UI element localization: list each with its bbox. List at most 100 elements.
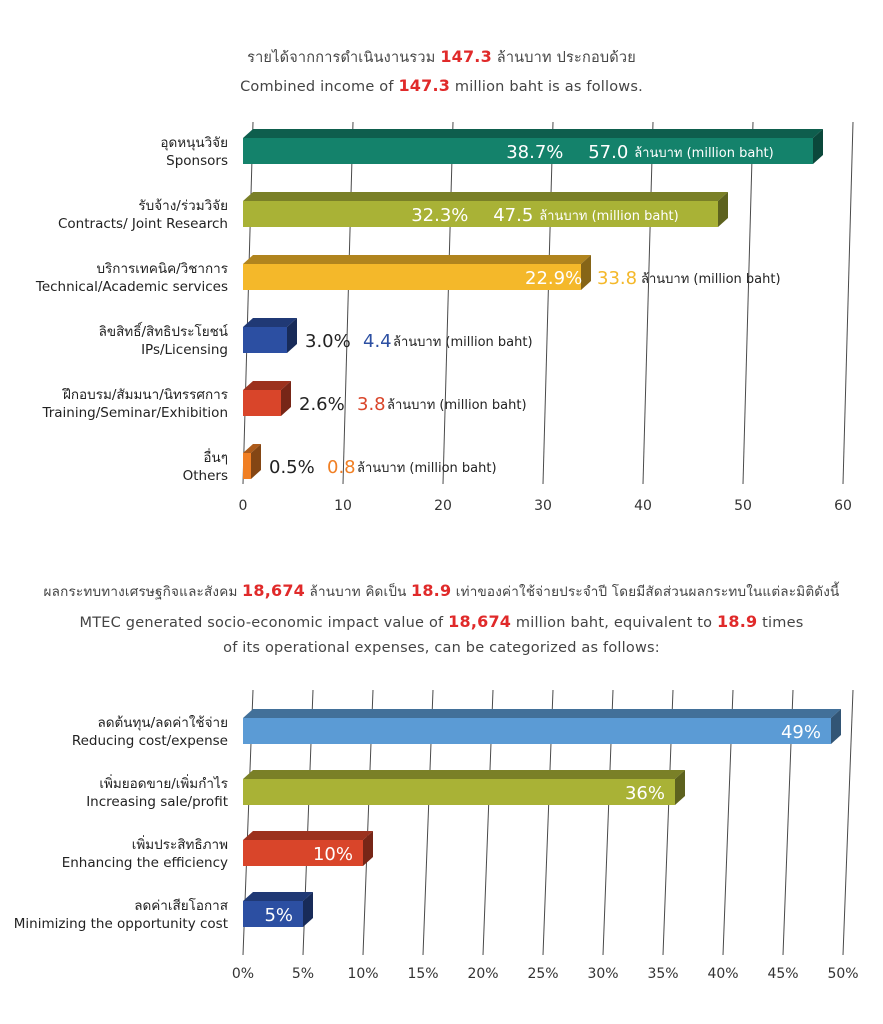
x-tick-label: 50%: [827, 966, 858, 982]
category-label-en: Others: [183, 468, 228, 484]
bar-side-face: [675, 770, 685, 805]
bar-top-face: [243, 831, 373, 840]
value-label: 57.0: [588, 142, 628, 163]
x-tick-label: 0%: [232, 966, 254, 982]
bar-side-face: [303, 892, 313, 927]
caption-text: times: [757, 615, 804, 631]
income-caption-th: รายได้จากการดำเนินงานรวม 147.3 ล้านบาท ป…: [0, 46, 883, 69]
x-tick-label: 30: [534, 498, 552, 514]
bar: [243, 264, 581, 290]
bar-top-face: [243, 444, 261, 453]
value-label: 33.8: [597, 268, 637, 289]
caption-value: 18,674: [448, 612, 512, 631]
category-label-th: อุดหนุนวิจัย: [160, 135, 228, 151]
x-tick-label: 25%: [527, 966, 558, 982]
category-label-th: เพิ่มยอดขาย/เพิ่มกำไร: [99, 774, 228, 792]
impact-caption-en-2: of its operational expenses, can be cate…: [0, 640, 883, 656]
category-label-th: บริการเทคนิค/วิชาการ: [96, 261, 228, 277]
percent-label: 38.7%: [506, 142, 563, 163]
category-label-th: ลดต้นทุน/ลดค่าใช้จ่าย: [97, 714, 228, 731]
caption-value: 18,674: [242, 581, 305, 600]
x-tick-label: 0: [239, 498, 248, 514]
bar-top-face: [243, 892, 313, 901]
caption-text: MTEC generated socio-economic impact val…: [79, 615, 449, 631]
percent-label: 2.6%: [299, 394, 345, 415]
bar-top-face: [243, 709, 841, 718]
x-tick-label: 20%: [467, 966, 498, 982]
category-label-th: รับจ้าง/ร่วมวิจัย: [138, 198, 228, 214]
value-label: 49%: [781, 722, 821, 743]
bar-side-face: [251, 444, 261, 479]
bar-side-face: [287, 318, 297, 353]
category-label-en: IPs/Licensing: [141, 342, 228, 358]
unit-label: ล้านบาท (million baht): [387, 398, 527, 413]
bar-top-face: [243, 129, 823, 138]
x-tick-label: 15%: [407, 966, 438, 982]
bar-side-face: [581, 255, 591, 290]
x-tick-label: 10: [334, 498, 352, 514]
bar: [243, 901, 303, 927]
bar-side-face: [281, 381, 291, 416]
value-label: 10%: [313, 844, 353, 865]
x-tick-label: 40%: [707, 966, 738, 982]
bar: [243, 138, 813, 164]
caption-text: of its operational expenses, can be cate…: [223, 640, 660, 656]
category-label-th: ฝึกอบรม/สัมมนา/นิทรรศการ: [61, 387, 228, 403]
percent-label: 22.9%: [525, 268, 582, 289]
bar: [243, 453, 251, 479]
value-label: 3.8: [357, 394, 386, 415]
x-tick-label: 50: [734, 498, 752, 514]
category-label-th: ลดค่าเสียโอกาส: [134, 897, 228, 914]
bar: [243, 201, 718, 227]
caption-text: ล้านบาท คิดเป็น: [305, 584, 412, 600]
value-label: 36%: [625, 783, 665, 804]
gridline: [342, 121, 354, 485]
caption-value: 147.3: [440, 47, 492, 66]
x-tick-label: 45%: [767, 966, 798, 982]
gridline: [542, 121, 554, 485]
unit-label: ล้านบาท (million baht): [641, 272, 781, 287]
bar-side-face: [718, 192, 728, 227]
value-label: 0.8: [327, 457, 356, 478]
caption-text: รายได้จากการดำเนินงานรวม: [247, 50, 441, 66]
category-label-th: เพิ่มประสิทธิภาพ: [132, 835, 228, 853]
bar: [243, 840, 363, 866]
x-tick-label: 20: [434, 498, 452, 514]
bar-top-face: [243, 381, 291, 390]
x-tick-label: 10%: [347, 966, 378, 982]
gridline: [242, 121, 254, 485]
x-tick-label: 40: [634, 498, 652, 514]
value-label: 4.4: [363, 331, 392, 352]
category-label-en: Contracts/ Joint Research: [58, 216, 228, 232]
category-label-th: ลิขสิทธิ์/สิทธิประโยชน์: [99, 321, 229, 340]
caption-text: million baht is as follows.: [450, 79, 643, 95]
value-label: 5%: [264, 905, 293, 926]
impact-caption-th: ผลกระทบทางเศรษฐกิจและสังคม 18,674 ล้านบา…: [0, 580, 883, 602]
unit-label: ล้านบาท (million baht): [539, 209, 679, 224]
caption-text: เท่าของค่าใช้จ่ายประจำปี โดยมีสัดส่วนผลก…: [451, 584, 840, 600]
unit-label: ล้านบาท (million baht): [393, 335, 533, 350]
unit-label: ล้านบาท (million baht): [634, 146, 774, 161]
gridline: [842, 689, 854, 956]
bar: [243, 390, 281, 416]
x-tick-label: 5%: [292, 966, 314, 982]
caption-value: 147.3: [398, 76, 451, 95]
category-label-th: อื่นๆ: [203, 448, 228, 466]
category-label-en: Training/Seminar/Exhibition: [41, 405, 228, 421]
x-tick-label: 35%: [647, 966, 678, 982]
bar-side-face: [363, 831, 373, 866]
x-tick-label: 60: [834, 498, 852, 514]
caption-text: million baht, equivalent to: [511, 615, 718, 631]
x-tick-label: 30%: [587, 966, 618, 982]
income-caption-en: Combined income of 147.3 million baht is…: [0, 76, 883, 95]
bar-top-face: [243, 318, 297, 327]
bar: [243, 718, 831, 744]
impact-caption-en-1: MTEC generated socio-economic impact val…: [0, 612, 883, 631]
bar: [243, 327, 287, 353]
bar-side-face: [831, 709, 841, 744]
unit-label: ล้านบาท (million baht): [357, 461, 497, 476]
category-label-en: Reducing cost/expense: [72, 733, 228, 749]
percent-label: 32.3%: [411, 205, 468, 226]
bar: [243, 779, 675, 805]
bar-top-face: [243, 255, 591, 264]
